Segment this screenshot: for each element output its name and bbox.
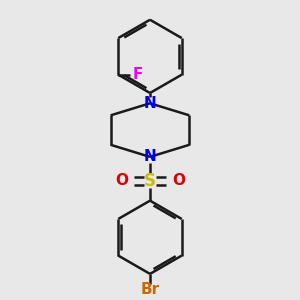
Text: F: F (133, 67, 143, 82)
Text: N: N (144, 96, 156, 111)
Text: S: S (144, 172, 156, 190)
Text: Br: Br (140, 283, 160, 298)
Text: N: N (144, 149, 156, 164)
Text: O: O (172, 173, 185, 188)
Text: O: O (115, 173, 128, 188)
